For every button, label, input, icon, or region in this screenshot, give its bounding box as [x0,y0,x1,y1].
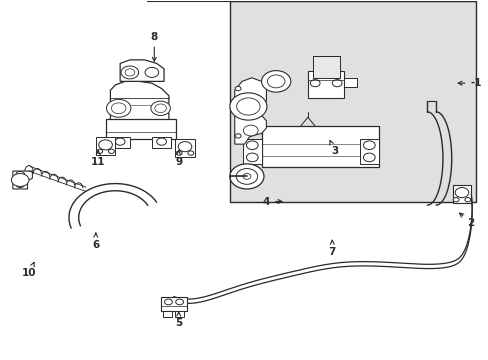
Circle shape [157,138,166,145]
Circle shape [261,71,290,92]
Text: 9: 9 [175,151,182,167]
Bar [261,126,378,167]
Circle shape [175,299,183,305]
Circle shape [16,171,24,178]
Bar [307,71,344,98]
Text: 8: 8 [150,32,158,61]
Bar [163,311,171,318]
Circle shape [363,153,374,162]
Circle shape [178,141,191,152]
Circle shape [97,149,102,153]
Bar [312,56,339,78]
Polygon shape [234,78,266,144]
Circle shape [235,134,241,138]
Circle shape [121,66,139,79]
Circle shape [246,141,258,149]
Circle shape [229,93,266,120]
Bar [105,119,176,139]
Text: 7: 7 [328,240,335,257]
Bar [452,185,470,203]
Bar [110,137,130,148]
Text: 10: 10 [21,262,36,278]
Circle shape [363,141,374,149]
Bar [175,311,183,318]
Circle shape [243,125,258,136]
Bar [359,139,378,164]
Polygon shape [344,78,356,87]
Circle shape [452,198,458,202]
Circle shape [151,101,170,116]
Bar [96,137,115,155]
Circle shape [145,67,158,77]
Circle shape [176,151,182,155]
Bar [229,1,475,202]
Bar [160,297,187,311]
Circle shape [246,153,258,162]
Circle shape [454,188,468,198]
Circle shape [164,299,172,305]
Polygon shape [120,60,163,81]
Circle shape [310,80,320,87]
Circle shape [235,86,241,91]
Text: 2: 2 [459,213,474,228]
Text: 4: 4 [262,197,282,207]
Polygon shape [13,171,32,189]
Circle shape [11,174,29,186]
Text: 11: 11 [91,151,105,167]
Circle shape [108,149,114,153]
Circle shape [464,198,470,202]
Circle shape [115,138,125,145]
Circle shape [106,99,131,117]
Text: 5: 5 [175,312,182,328]
Circle shape [16,181,24,188]
Circle shape [331,80,341,87]
Text: 6: 6 [92,233,99,249]
Text: -1: -1 [457,78,481,88]
Polygon shape [110,81,168,126]
Circle shape [229,164,264,189]
Bar [152,137,171,148]
Text: 3: 3 [329,140,338,156]
Bar [175,139,194,157]
Circle shape [99,140,112,150]
Bar [243,139,261,164]
Circle shape [187,151,193,155]
